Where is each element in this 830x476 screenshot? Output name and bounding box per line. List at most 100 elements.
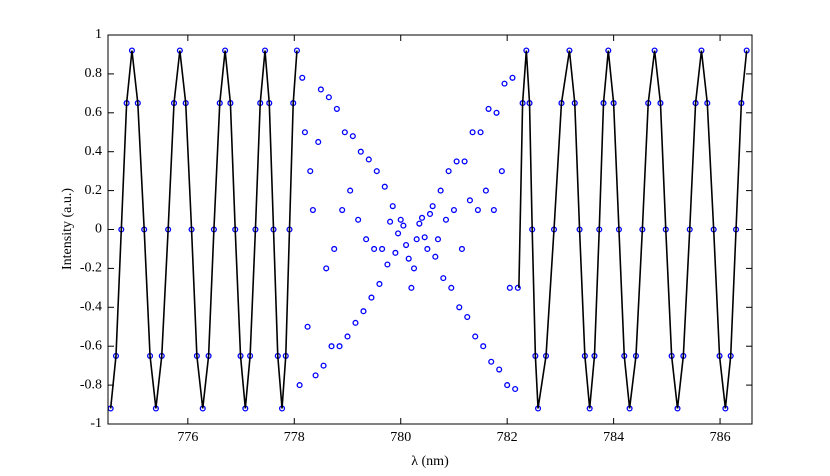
y-tick-label: 0 xyxy=(95,222,102,237)
data-point xyxy=(445,168,452,175)
data-point xyxy=(472,333,479,340)
data-point xyxy=(304,323,311,330)
data-point xyxy=(440,275,447,282)
x-tick-label: 782 xyxy=(497,430,518,445)
data-point xyxy=(312,372,319,379)
data-point xyxy=(496,366,503,373)
data-point xyxy=(381,183,388,190)
data-point xyxy=(357,148,364,155)
data-point xyxy=(384,261,391,268)
data-point xyxy=(418,214,426,221)
data-point xyxy=(458,245,465,253)
data-point xyxy=(344,333,351,340)
data-point xyxy=(448,284,455,291)
data-point xyxy=(371,245,378,253)
y-tick-label: 0.4 xyxy=(85,144,103,159)
data-point xyxy=(333,105,340,112)
data-point xyxy=(402,242,410,249)
y-tick-label: -0.8 xyxy=(80,377,102,392)
x-tick-label: 780 xyxy=(390,430,411,445)
data-point xyxy=(429,203,436,210)
data-point xyxy=(373,168,380,175)
data-point xyxy=(360,308,367,315)
data-point xyxy=(325,94,332,101)
y-axis-label: Intensity (a.u.) xyxy=(60,188,75,270)
data-point xyxy=(299,74,306,81)
y-tick-label: 0.6 xyxy=(85,105,103,120)
x-tick-label: 776 xyxy=(177,430,198,445)
data-point xyxy=(426,210,434,217)
data-point xyxy=(376,280,383,288)
data-point xyxy=(397,216,404,223)
data-point xyxy=(368,294,375,301)
data-point xyxy=(363,236,370,243)
data-point xyxy=(317,86,324,93)
data-point xyxy=(307,168,314,175)
data-point xyxy=(352,319,359,326)
data-point xyxy=(509,74,516,81)
data-point xyxy=(309,207,316,214)
data-point xyxy=(498,168,505,175)
data-point xyxy=(488,358,495,365)
y-tick-label: -1 xyxy=(90,416,102,431)
y-tick-label: 0.8 xyxy=(85,66,103,81)
data-point xyxy=(514,284,521,291)
data-point xyxy=(387,218,394,225)
data-point xyxy=(493,109,500,116)
data-point xyxy=(477,129,484,136)
x-axis-label: λ (nm) xyxy=(411,454,449,469)
plot-area xyxy=(108,35,752,424)
fit-line xyxy=(109,50,748,409)
data-point xyxy=(410,265,418,272)
data-point xyxy=(379,245,386,253)
data-point xyxy=(323,265,330,272)
data-point xyxy=(442,216,450,223)
data-point xyxy=(456,304,463,311)
x-tick-label: 786 xyxy=(710,430,731,445)
data-point xyxy=(320,362,327,369)
data-point xyxy=(453,158,460,165)
data-point xyxy=(464,313,471,321)
data-point xyxy=(392,249,399,256)
data-point xyxy=(400,222,407,229)
x-tick-label: 784 xyxy=(603,430,624,445)
y-tick-label: -0.6 xyxy=(80,338,102,353)
data-point xyxy=(336,343,343,350)
data-point xyxy=(512,385,519,393)
data-point xyxy=(349,133,356,140)
data-point xyxy=(461,158,468,165)
y-tick-label: -0.2 xyxy=(80,261,102,276)
x-tick-label: 778 xyxy=(284,430,305,445)
data-point xyxy=(424,245,431,253)
data-point xyxy=(301,129,308,136)
data-point xyxy=(466,197,473,204)
data-point xyxy=(480,343,487,350)
data-point xyxy=(421,234,428,241)
data-point xyxy=(416,220,423,227)
data-point xyxy=(490,207,497,214)
y-tick-label: 0.2 xyxy=(85,183,103,198)
data-point xyxy=(341,129,348,136)
data-point xyxy=(405,255,412,262)
data-point xyxy=(395,230,402,237)
data-point xyxy=(365,156,372,163)
data-point xyxy=(474,207,481,214)
data-point xyxy=(328,343,335,350)
y-tick-label: 1 xyxy=(95,27,102,42)
data-point xyxy=(437,187,444,194)
data-point xyxy=(450,207,458,214)
data-point xyxy=(501,80,508,87)
data-point xyxy=(315,138,322,146)
data-point xyxy=(469,129,476,136)
data-point xyxy=(408,284,415,291)
data-point xyxy=(434,236,442,243)
data-point xyxy=(482,187,489,194)
data-point xyxy=(339,207,346,214)
data-point xyxy=(432,253,439,260)
data-point xyxy=(331,245,338,253)
data-point xyxy=(504,382,511,389)
data-point xyxy=(485,105,492,112)
data-point xyxy=(347,187,354,194)
data-point xyxy=(506,284,513,291)
